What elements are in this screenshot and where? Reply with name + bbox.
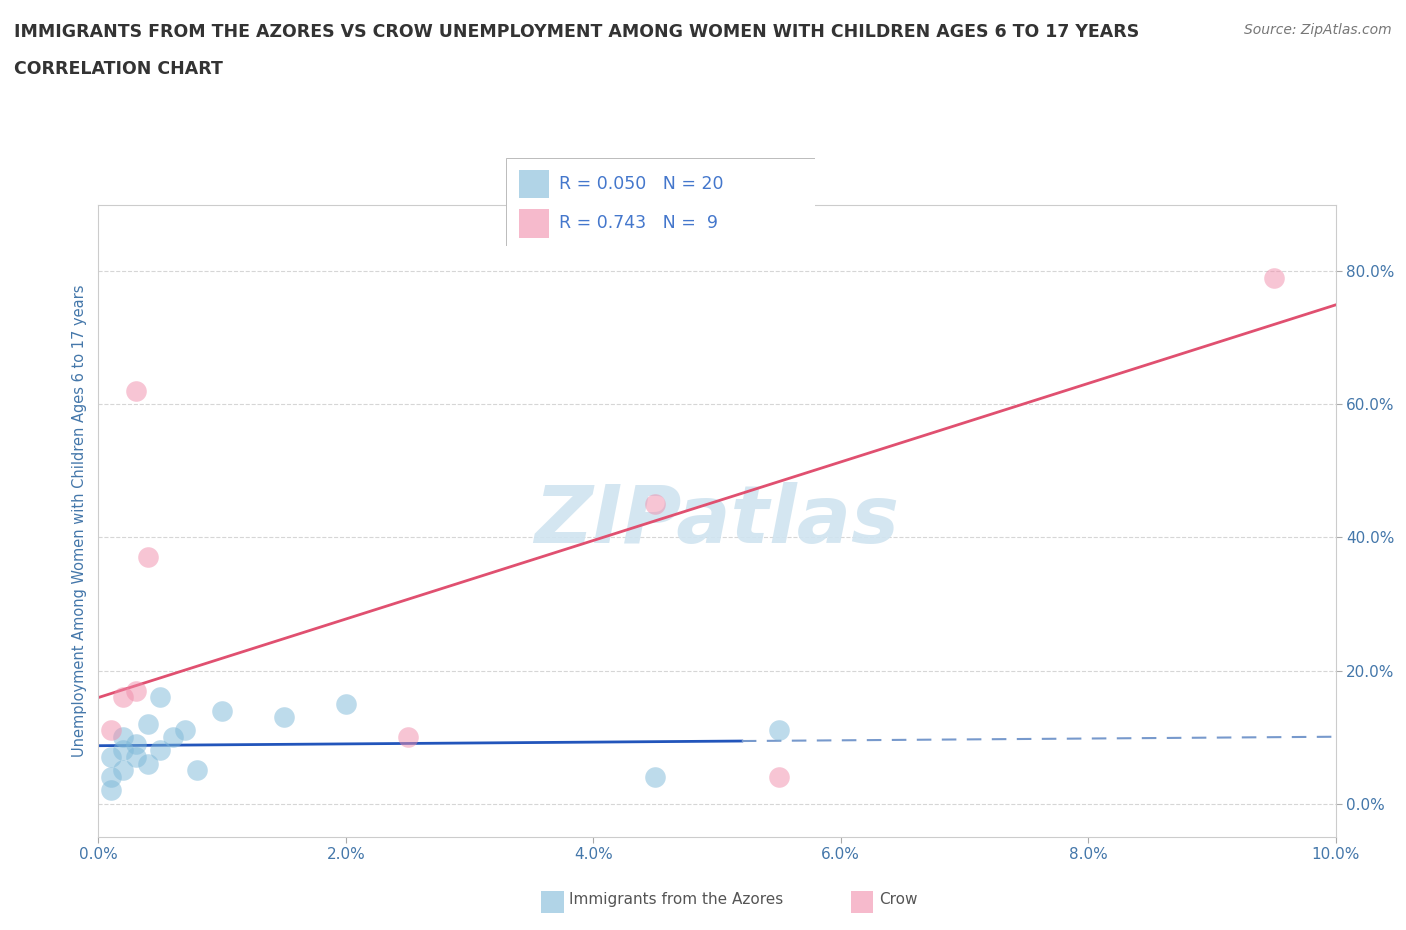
Point [1263,271,1285,286]
Text: R = 0.050   N = 20: R = 0.050 N = 20 [558,175,723,193]
Point [112,743,135,758]
Point [273,710,295,724]
Point [211,703,233,718]
Point [136,716,159,731]
Text: R = 0.743   N =  9: R = 0.743 N = 9 [558,215,717,232]
Point [768,723,790,737]
Point [162,730,184,745]
Point [124,750,146,764]
Point [112,763,135,777]
Point [396,730,419,745]
FancyBboxPatch shape [506,158,815,246]
Text: Source: ZipAtlas.com: Source: ZipAtlas.com [1244,23,1392,37]
FancyBboxPatch shape [519,169,550,198]
Point [112,730,135,745]
Point [136,756,159,771]
Point [149,743,172,758]
Point [186,763,208,777]
Point [644,497,666,512]
Point [335,697,357,711]
Point [124,383,146,398]
Point [100,770,122,785]
Point [644,770,666,785]
Point [124,684,146,698]
FancyBboxPatch shape [519,209,550,238]
Text: ZIPatlas: ZIPatlas [534,482,900,560]
Text: Crow: Crow [879,892,917,907]
Point [124,737,146,751]
Text: Immigrants from the Azores: Immigrants from the Azores [569,892,783,907]
Point [100,783,122,798]
Y-axis label: Unemployment Among Women with Children Ages 6 to 17 years: Unemployment Among Women with Children A… [72,285,87,757]
Text: IMMIGRANTS FROM THE AZORES VS CROW UNEMPLOYMENT AMONG WOMEN WITH CHILDREN AGES 6: IMMIGRANTS FROM THE AZORES VS CROW UNEMP… [14,23,1139,41]
Point [768,770,790,785]
FancyBboxPatch shape [541,891,564,913]
Point [149,690,172,705]
FancyBboxPatch shape [851,891,873,913]
Point [174,723,197,737]
Point [100,723,122,737]
Point [100,750,122,764]
Point [136,550,159,565]
Text: CORRELATION CHART: CORRELATION CHART [14,60,224,78]
Point [112,690,135,705]
